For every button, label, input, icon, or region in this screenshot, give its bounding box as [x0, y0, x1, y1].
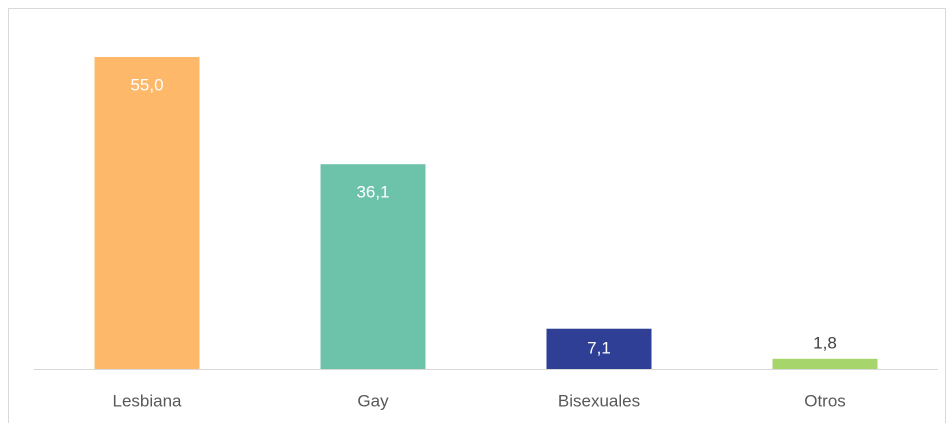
bar [320, 164, 426, 369]
x-tick-label: Otros [804, 391, 846, 410]
x-tick-label: Lesbiana [112, 391, 182, 410]
x-tick-label: Bisexuales [558, 391, 640, 410]
data-label: 36,1 [356, 183, 389, 202]
bar [94, 56, 200, 370]
data-label: 1,8 [813, 333, 837, 352]
bar [772, 358, 878, 369]
bar [546, 328, 652, 369]
x-tick-label: Gay [357, 391, 389, 410]
data-label: 7,1 [587, 338, 611, 357]
data-label: 55,0 [130, 75, 163, 94]
